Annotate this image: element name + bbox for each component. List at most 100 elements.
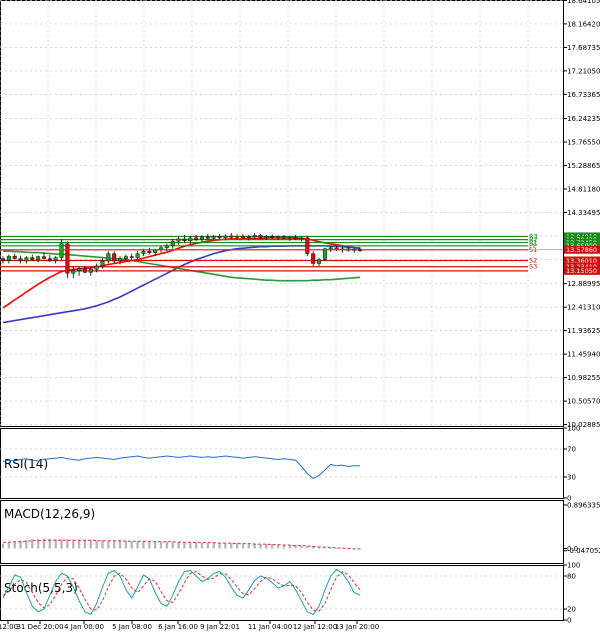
pivot-name-6: S3: [529, 263, 537, 271]
candle-body: [65, 243, 70, 274]
candle-body: [53, 257, 58, 261]
candle-body: [59, 243, 64, 258]
price-tick-label: 12.88995: [567, 280, 600, 288]
macd-bar: [241, 543, 245, 549]
pivot-label-box-6: [564, 262, 600, 271]
candle-body: [82, 268, 87, 273]
rsi-tick-label: 70: [567, 446, 576, 454]
stoch-tick-label: 100: [567, 562, 580, 570]
candle-body: [235, 236, 240, 238]
stoch-tick-label: 20: [567, 606, 576, 614]
pivot-name-1: R2: [529, 236, 538, 244]
candle-body: [88, 269, 93, 273]
candle-body: [141, 250, 146, 254]
macd-bar: [89, 540, 92, 549]
price-tick-label: 15.28865: [567, 162, 600, 170]
pivot-name-5: S2: [529, 257, 537, 265]
candle-body: [229, 235, 234, 238]
macd-bar: [148, 541, 151, 549]
macd-bar: [159, 541, 163, 549]
panel-frame-price: [0, 0, 564, 427]
macd-bar: [60, 539, 63, 549]
macd-bar: [335, 548, 338, 550]
macd-bar: [276, 544, 280, 549]
price-tick-label: 17.68735: [567, 44, 600, 52]
macd-bar: [72, 539, 75, 549]
macd-bar: [177, 541, 180, 549]
candle-body: [1, 258, 5, 261]
candle-body: [94, 265, 99, 270]
stoch-panel[interactable]: Stoch(5,5,3) 100 80 20 0: [0, 562, 580, 625]
stoch-series-1: [2, 570, 361, 612]
price-tick-label: 12.41310: [567, 304, 600, 312]
macd-bar: [13, 541, 16, 549]
price-tick-label: 14.81180: [567, 186, 600, 194]
panel-frames: [0, 0, 564, 621]
candle-body: [199, 236, 204, 240]
time-tick-label: 5 Jan 08:00: [112, 623, 152, 631]
price-tick-label: 18.64105: [567, 0, 600, 5]
candle-body: [176, 238, 181, 242]
rsi-series-0: [2, 455, 360, 479]
macd-bar: [194, 542, 198, 549]
macd-signal-line: [3, 539, 360, 550]
macd-bar: [288, 545, 291, 549]
macd-bar: [136, 541, 139, 549]
time-tick-label: 12 Jan 12:00: [293, 623, 337, 631]
pivot-label-4: 13.57860: [566, 246, 597, 254]
candle-body: [217, 236, 222, 239]
candle-body: [129, 256, 134, 258]
macd-bar: [306, 546, 309, 549]
price-tick-label: 16.24235: [567, 115, 600, 123]
macd-bar: [247, 543, 251, 549]
price-tick-label: 10.50570: [567, 398, 600, 406]
macd-bar: [253, 543, 256, 549]
candle-body: [170, 241, 175, 246]
candle-body: [100, 260, 105, 267]
time-tick-label: 4 Jan 00:00: [64, 623, 104, 631]
macd-bar: [271, 544, 274, 549]
macd-bar: [1, 543, 5, 549]
candle-body: [123, 256, 128, 259]
candle-body: [6, 255, 11, 261]
macd-panel[interactable]: MACD(12,26,9) 0.896335 0.0-0.047052: [1, 502, 600, 556]
candle-body: [264, 236, 269, 238]
macd-bar: [66, 539, 69, 549]
candle-body: [153, 249, 158, 253]
macd-bar: [265, 544, 268, 549]
macd-bar: [83, 539, 87, 549]
macd-bar: [112, 540, 116, 549]
macd-bar: [189, 542, 192, 549]
price-tick-label: 10.02885: [567, 421, 600, 429]
candle-body: [240, 236, 245, 239]
candle-body: [47, 258, 52, 261]
candle-body: [18, 258, 23, 262]
macd-bar: [42, 538, 46, 549]
candle-body: [159, 247, 164, 250]
candle-body: [281, 236, 286, 239]
rsi-tick-label: 0: [567, 495, 571, 503]
candle-body: [211, 236, 216, 239]
price-panel[interactable]: 18.64105 18.16420 17.68735 17.21050 16.73365…: [0, 0, 600, 429]
macd-bar: [212, 542, 215, 549]
price-tick-label: 14.33495: [567, 209, 600, 217]
macd-bar: [282, 544, 286, 549]
rsi-tick-label: 100: [567, 425, 580, 433]
candle-body: [12, 255, 17, 259]
candle-body: [164, 245, 169, 248]
candle-body: [305, 237, 310, 254]
macd-bar: [107, 540, 110, 549]
macd-bar: [317, 547, 321, 549]
macd-bar: [294, 545, 297, 549]
price-tick-label: 11.45940: [567, 351, 600, 359]
macd-bar: [130, 541, 133, 549]
price-tick-label: 15.76550: [567, 139, 600, 147]
macd-bar: [153, 541, 157, 549]
candle-body: [276, 236, 281, 239]
candle-body: [246, 236, 251, 239]
price-tick-label: 17.21050: [567, 67, 600, 75]
candle-body: [299, 237, 304, 240]
pivot-label-5: 13.36010: [566, 257, 597, 265]
